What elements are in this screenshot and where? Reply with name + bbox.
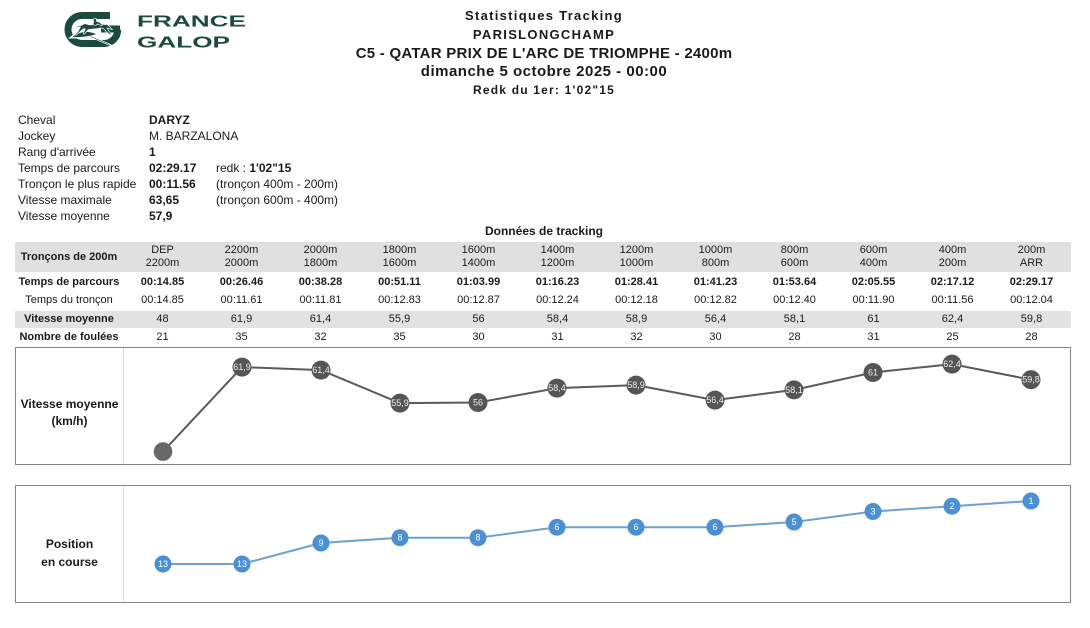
svg-text:6: 6	[712, 522, 717, 532]
svg-text:13: 13	[158, 559, 168, 569]
svg-text:2: 2	[949, 501, 954, 511]
svg-text:56: 56	[473, 398, 483, 408]
svg-text:1: 1	[1028, 496, 1033, 506]
svg-text:56,4: 56,4	[706, 395, 724, 405]
svg-text:8: 8	[475, 533, 480, 543]
svg-text:6: 6	[554, 522, 559, 532]
svg-text:59,8: 59,8	[1022, 375, 1040, 385]
svg-text:62,4: 62,4	[943, 359, 961, 369]
svg-text:8: 8	[397, 533, 402, 543]
svg-text:61,4: 61,4	[312, 365, 330, 375]
svg-text:GALOP: GALOP	[137, 35, 231, 52]
svg-text:13: 13	[237, 559, 247, 569]
svg-text:6: 6	[633, 522, 638, 532]
svg-text:FRANCE: FRANCE	[137, 14, 247, 31]
svg-text:55,9: 55,9	[391, 398, 409, 408]
svg-text:58,9: 58,9	[627, 380, 645, 390]
svg-text:9: 9	[318, 538, 323, 548]
svg-text:3: 3	[870, 507, 875, 517]
svg-text:61,9: 61,9	[233, 362, 251, 372]
svg-text:58,4: 58,4	[548, 383, 566, 393]
svg-text:5: 5	[791, 517, 796, 527]
svg-text:61: 61	[868, 368, 878, 378]
svg-text:58,1: 58,1	[785, 385, 803, 395]
